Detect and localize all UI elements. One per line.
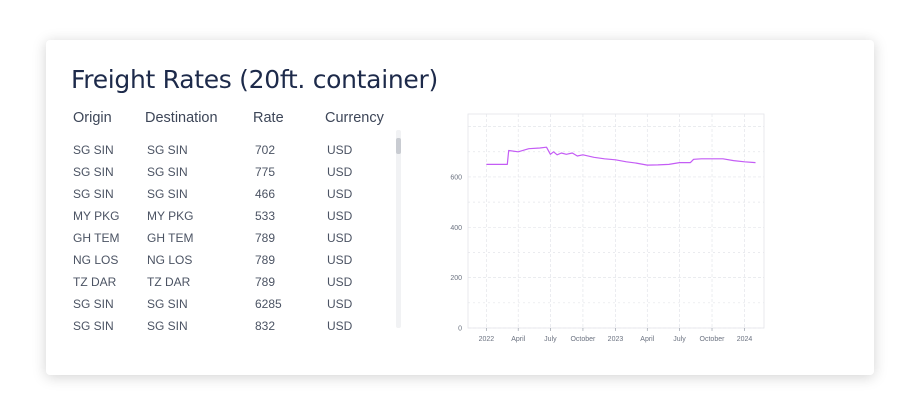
x-tick-label: October [700,336,726,343]
header-rate[interactable]: Rate [253,110,284,126]
cell-rate: 789 [255,231,276,245]
cell-destination: SG SIN [147,165,188,179]
cell-rate: 466 [255,187,276,201]
cell-origin: MY PKG [73,209,120,223]
table-row[interactable]: SG SIN SG SIN 466 USD [71,184,401,206]
table-scrollbar[interactable] [396,130,401,328]
cell-destination: TZ DAR [147,275,191,289]
table-row[interactable]: SG SIN SG SIN 832 USD [71,316,401,338]
plot-area-border [467,113,765,329]
cell-destination: GH TEM [147,231,194,245]
cell-origin: SG SIN [73,143,114,157]
freight-rate-series-line[interactable] [486,146,756,166]
table-row[interactable]: SG SIN SG SIN 702 USD [71,140,401,162]
cell-rate: 6285 [255,297,282,311]
chart-axes: 0 200 400 600 2022 April July October 2023 April J… [450,174,752,343]
y-tick-label: 200 [450,275,462,282]
cell-destination: SG SIN [147,297,188,311]
cell-destination: SG SIN [147,319,188,333]
cell-origin: TZ DAR [73,275,117,289]
cell-rate: 775 [255,165,276,179]
table-header: Origin Destination Rate Currency [71,106,401,132]
y-tick-label: 600 [450,174,462,181]
cell-currency: USD [327,319,353,333]
cell-origin: SG SIN [73,165,114,179]
cell-origin: SG SIN [73,297,114,311]
header-destination[interactable]: Destination [145,110,218,126]
cell-destination: SG SIN [147,187,188,201]
cell-currency: USD [327,165,353,179]
x-tick-label: 2022 [479,336,495,343]
table-row[interactable]: NG LOS NG LOS 789 USD [71,250,401,272]
cell-rate: 832 [255,319,276,333]
cell-currency: USD [327,253,353,267]
cell-destination: MY PKG [147,209,194,223]
cell-destination: NG LOS [147,253,193,267]
x-tick-label: July [673,336,686,343]
header-currency[interactable]: Currency [325,110,384,126]
cell-rate: 789 [255,253,276,267]
cell-origin: NG LOS [73,253,119,267]
table-row[interactable]: TZ DAR TZ DAR 789 USD [71,272,401,294]
x-tick-label: 2023 [608,336,624,343]
cell-currency: USD [327,209,353,223]
table-row[interactable]: SG SIN SG SIN 6285 USD [71,294,401,316]
table-scrollbar-thumb[interactable] [396,138,401,154]
cell-currency: USD [327,297,353,311]
cell-rate: 533 [255,209,276,223]
table-row[interactable]: MY PKG MY PKG 533 USD [71,206,401,228]
header-origin[interactable]: Origin [73,110,112,126]
chart-grid [467,113,765,329]
x-tick-label: October [570,336,596,343]
cell-destination: SG SIN [147,143,188,157]
cell-currency: USD [327,231,353,245]
cell-origin: GH TEM [73,231,120,245]
cell-currency: USD [327,143,353,157]
table-row[interactable]: GH TEM GH TEM 789 USD [71,228,401,250]
chart-series [486,146,756,166]
cell-rate: 789 [255,275,276,289]
cell-rate: 702 [255,143,276,157]
y-tick-label: 0 [458,326,462,333]
cell-currency: USD [327,187,353,201]
card-title: Freight Rates (20ft. container) [71,65,438,94]
freight-rates-table: Origin Destination Rate Currency SG SIN … [71,106,401,333]
cell-currency: USD [327,275,353,289]
freight-rates-card: Freight Rates (20ft. container) Origin D… [46,40,874,375]
cell-origin: SG SIN [73,319,114,333]
table-body: SG SIN SG SIN 702 USD SG SIN SG SIN 775 … [71,140,401,338]
x-tick-label: April [640,336,654,343]
table-row[interactable]: SG SIN SG SIN 775 USD [71,162,401,184]
freight-rate-line-chart: 0 200 400 600 2022 April July October 2023 April J… [450,113,765,343]
x-tick-label: 2024 [737,336,753,343]
x-tick-label: April [511,336,525,343]
y-tick-label: 400 [450,225,462,232]
x-tick-label: July [544,336,557,343]
cell-origin: SG SIN [73,187,114,201]
